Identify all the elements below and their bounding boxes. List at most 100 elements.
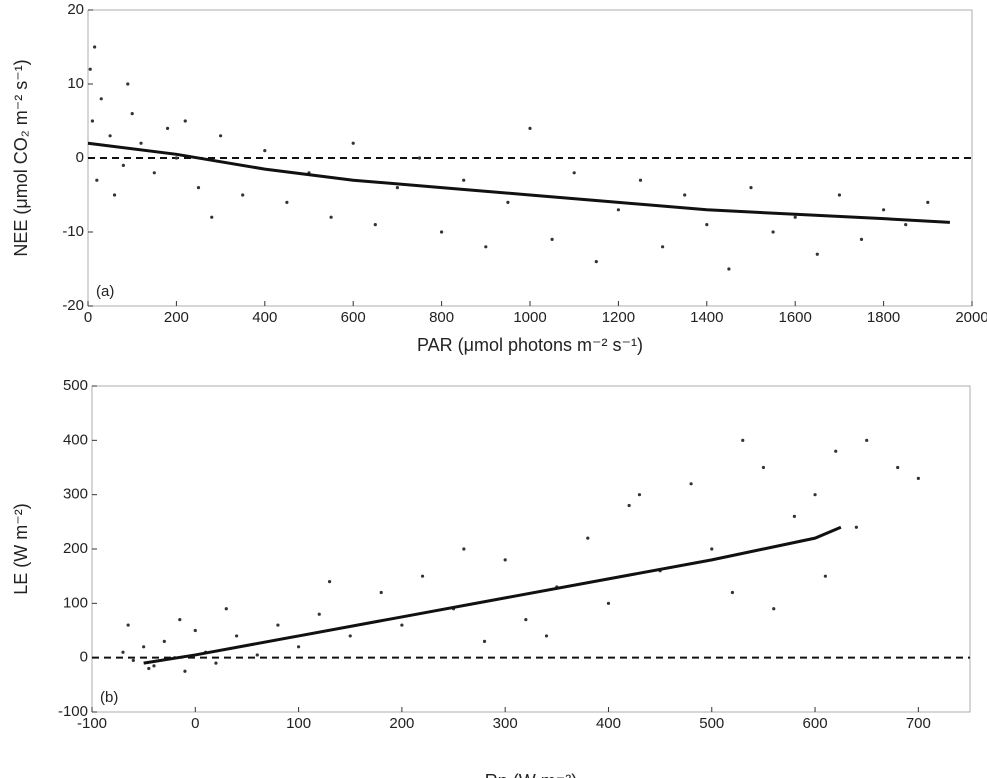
data-point — [142, 645, 146, 649]
data-point — [705, 223, 709, 227]
data-point — [214, 661, 218, 665]
y-tick-label: 0 — [80, 649, 88, 666]
data-point — [586, 536, 590, 540]
data-point — [854, 525, 858, 529]
data-point — [606, 601, 611, 605]
data-point — [727, 267, 731, 271]
data-point — [771, 230, 775, 234]
y-axis-title: LE (W m⁻²) — [11, 503, 31, 595]
data-point — [544, 634, 549, 638]
x-tick-label: 500 — [699, 715, 724, 732]
y-tick-label: 300 — [63, 486, 88, 503]
data-point — [440, 230, 444, 234]
x-tick-label: 100 — [286, 715, 311, 732]
x-tick-label: 300 — [493, 715, 518, 732]
data-point — [88, 67, 92, 71]
data-point — [815, 252, 819, 256]
data-point — [506, 200, 510, 204]
fit-line — [87, 141, 950, 224]
data-point — [131, 658, 135, 662]
data-point — [174, 156, 178, 160]
data-point — [219, 134, 223, 138]
data-point — [503, 558, 507, 562]
data-point — [896, 465, 900, 470]
data-point — [193, 628, 197, 633]
data-point — [572, 171, 576, 175]
data-point — [865, 438, 869, 442]
panel-label: (b) — [100, 689, 118, 706]
data-point — [351, 141, 355, 145]
x-tick-label: 1000 — [513, 309, 546, 326]
data-point — [241, 193, 245, 197]
data-point — [661, 245, 665, 249]
data-point — [121, 163, 125, 167]
data-point — [637, 493, 642, 497]
data-point — [317, 612, 321, 616]
data-point — [285, 200, 289, 204]
x-axis-title: Rn (W m⁻²) — [485, 771, 577, 778]
x-tick-label: 1400 — [690, 309, 723, 326]
data-point — [482, 639, 487, 643]
y-tick-label: 500 — [63, 377, 88, 394]
data-point — [730, 590, 735, 595]
data-point — [772, 607, 776, 611]
x-tick-label: 1600 — [779, 309, 812, 326]
x-tick-label: 0 — [84, 309, 92, 326]
data-point — [210, 215, 214, 219]
y-tick-label: -20 — [62, 297, 84, 314]
data-point — [528, 126, 532, 130]
plot-frame — [91, 385, 971, 713]
data-point — [524, 618, 528, 622]
data-point — [420, 574, 425, 578]
data-point — [95, 178, 99, 182]
data-point — [813, 493, 817, 497]
data-point — [882, 208, 886, 212]
data-point — [235, 634, 239, 638]
y-tick-label: 20 — [67, 1, 84, 18]
x-tick-label: 200 — [389, 715, 414, 732]
data-point — [224, 607, 228, 611]
data-point — [126, 82, 130, 86]
data-point — [112, 193, 117, 197]
data-point — [638, 178, 643, 182]
y-tick-label: 0 — [76, 149, 84, 166]
data-point — [196, 186, 201, 190]
x-tick-label: 0 — [191, 715, 199, 732]
data-point — [327, 580, 332, 584]
data-point — [183, 119, 187, 123]
data-point — [683, 193, 687, 197]
data-point — [126, 623, 130, 627]
data-point — [834, 449, 838, 453]
data-point — [348, 634, 352, 638]
data-point — [904, 223, 908, 227]
data-point — [379, 590, 383, 595]
data-point — [162, 639, 166, 643]
data-point — [93, 45, 97, 49]
x-tick-label: 1200 — [602, 309, 635, 326]
x-tick-label: -100 — [77, 715, 107, 732]
data-point — [462, 178, 466, 182]
y-tick-label: -100 — [58, 703, 88, 720]
data-point — [178, 618, 182, 622]
data-point — [139, 141, 143, 145]
data-point — [183, 669, 187, 673]
data-point — [916, 476, 920, 480]
x-tick-label: 400 — [596, 715, 621, 732]
data-point — [761, 465, 766, 470]
data-point — [147, 666, 151, 671]
data-point — [296, 645, 301, 649]
data-point — [329, 215, 333, 219]
data-point — [462, 547, 466, 551]
data-point — [108, 134, 112, 138]
y-tick-label: -10 — [62, 223, 84, 240]
x-tick-label: 400 — [252, 309, 277, 326]
data-point — [276, 623, 280, 627]
data-point — [793, 215, 797, 219]
data-point — [121, 650, 125, 654]
x-tick-label: 200 — [164, 309, 189, 326]
data-point — [395, 186, 399, 190]
data-point — [373, 223, 377, 227]
data-point — [710, 547, 714, 551]
data-point — [749, 186, 753, 190]
data-point — [859, 237, 864, 241]
